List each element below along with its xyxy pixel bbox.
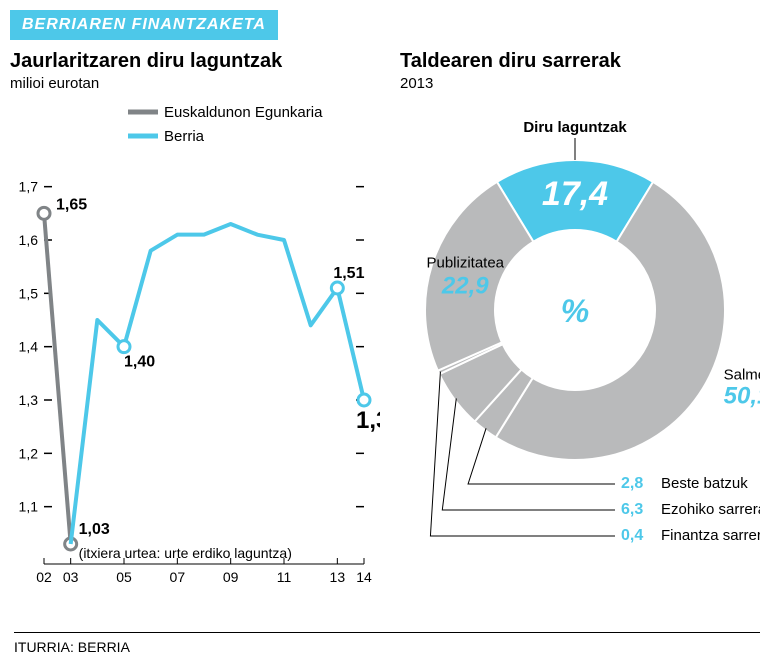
x-tick-label: 13 xyxy=(330,569,346,585)
donut-item-label: Ezohiko sarrerak xyxy=(661,501,760,518)
charts-row: Jaurlaritzaren diru laguntzak milioi eur… xyxy=(0,40,778,605)
y-tick-label: 1,4 xyxy=(19,339,39,355)
x-tick-label: 05 xyxy=(116,569,132,585)
donut-chart-panel: Taldearen diru sarrerak 2013 Diru lagunt… xyxy=(400,50,760,605)
line-chart-title: Jaurlaritzaren diru laguntzak xyxy=(10,50,380,73)
data-point xyxy=(358,394,370,406)
line-series xyxy=(44,213,71,544)
y-tick-label: 1,1 xyxy=(19,499,39,515)
legend-label: Euskaldunon Egunkaria xyxy=(164,104,323,121)
y-tick-label: 1,5 xyxy=(19,285,39,301)
x-tick-label: 09 xyxy=(223,569,239,585)
data-point xyxy=(331,282,343,294)
point-label: 1,03 xyxy=(79,521,110,538)
x-tick-label: 02 xyxy=(36,569,52,585)
point-label: 1,51 xyxy=(333,265,364,282)
x-tick-label: 03 xyxy=(63,569,79,585)
line-chart-svg: 1,1 1,2 1,3 1,4 1,5 1,6 1,7 02 03 05 07 09 11 13 14 Eus… xyxy=(10,100,380,600)
donut-center-label: % xyxy=(561,293,589,329)
point-label: 1,65 xyxy=(56,196,87,213)
x-tick-label: 14 xyxy=(356,569,372,585)
legend-label: Berria xyxy=(164,128,205,145)
slice-value: 17,4 xyxy=(542,175,608,213)
footer-source: ITURRIA: BERRIA xyxy=(14,632,760,655)
y-tick-label: 1,3 xyxy=(19,392,39,408)
line-chart-panel: Jaurlaritzaren diru laguntzak milioi eur… xyxy=(10,50,380,605)
slice-value: 22,9 xyxy=(441,273,489,300)
data-point xyxy=(118,341,130,353)
donut-chart-subtitle: 2013 xyxy=(400,75,760,92)
donut-item-label: Diru laguntzak xyxy=(523,119,627,136)
y-tick-label: 1,7 xyxy=(19,179,39,195)
donut-chart-svg: Diru laguntzak 17,4 Salmentak50,1 Publizita… xyxy=(400,100,760,600)
line-chart-subtitle: milioi eurotan xyxy=(10,75,380,92)
line-chart-note: (itxiera urtea: urte erdiko laguntza) xyxy=(79,545,292,561)
donut-item-label: Publizitatea xyxy=(426,255,504,272)
data-point xyxy=(38,207,50,219)
point-label: 1,40 xyxy=(124,354,155,371)
point-label: 1,30 xyxy=(356,407,380,434)
donut-item-label: Salmentak xyxy=(724,366,760,383)
y-tick-label: 1,6 xyxy=(19,232,39,248)
slice-value: 50,1 xyxy=(724,382,760,409)
slice-value: 0,4 xyxy=(621,527,643,544)
y-tick-label: 1,2 xyxy=(19,445,39,461)
x-tick-label: 07 xyxy=(170,569,186,585)
donut-item-label: Finantza sarrerak xyxy=(661,527,760,544)
x-tick-label: 11 xyxy=(277,569,292,585)
slice-value: 6,3 xyxy=(621,501,643,518)
donut-chart-title: Taldearen diru sarrerak xyxy=(400,50,760,73)
donut-item-label: Beste batzuk xyxy=(661,475,748,492)
line-series xyxy=(71,224,364,544)
slice-value: 2,8 xyxy=(621,475,643,492)
header-title: BERRIAREN FINANTZAKETA xyxy=(10,10,278,40)
